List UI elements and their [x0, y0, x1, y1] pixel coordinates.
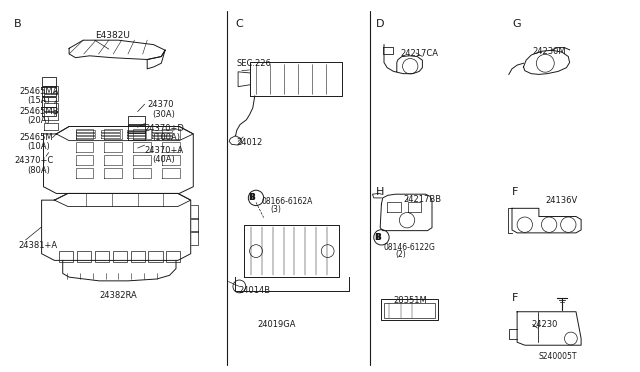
- Bar: [59, 251, 73, 262]
- Text: H: H: [376, 187, 385, 196]
- Bar: [381, 299, 438, 320]
- Text: B: B: [248, 193, 254, 202]
- Text: (40A): (40A): [152, 155, 175, 164]
- Text: (2): (2): [396, 250, 406, 259]
- Text: (20A): (20A): [27, 116, 50, 125]
- Text: 24019GA: 24019GA: [257, 320, 296, 329]
- Text: G: G: [512, 19, 520, 29]
- Text: 08166-6162A: 08166-6162A: [261, 197, 312, 206]
- Text: 24136V: 24136V: [545, 196, 577, 205]
- Text: 24014B: 24014B: [238, 286, 270, 295]
- Text: D: D: [376, 19, 385, 29]
- Text: 24012: 24012: [236, 138, 262, 147]
- Text: C: C: [236, 19, 243, 29]
- Text: 24217BB: 24217BB: [404, 195, 442, 204]
- Text: B: B: [14, 19, 22, 29]
- Text: F: F: [512, 293, 518, 302]
- Text: (10A): (10A): [27, 142, 50, 151]
- Text: (100A): (100A): [152, 133, 180, 142]
- Text: E4382U: E4382U: [95, 31, 129, 40]
- Text: F: F: [512, 187, 518, 196]
- Text: 24370+A: 24370+A: [145, 146, 184, 155]
- Text: 25465MB: 25465MB: [19, 107, 59, 116]
- Text: 24370+D: 24370+D: [145, 124, 184, 133]
- Text: 24381+A: 24381+A: [18, 241, 57, 250]
- Bar: [95, 251, 109, 262]
- Bar: [77, 251, 91, 262]
- Text: (80A): (80A): [27, 166, 50, 174]
- Text: 24230M: 24230M: [532, 47, 566, 56]
- Bar: [166, 251, 180, 262]
- Text: 08146-6122G: 08146-6122G: [384, 243, 436, 252]
- Text: 24382RA: 24382RA: [99, 291, 137, 300]
- Text: B: B: [250, 193, 255, 202]
- Text: 24230: 24230: [531, 320, 557, 329]
- Text: 25465MA: 25465MA: [19, 87, 59, 96]
- Bar: [113, 251, 127, 262]
- Text: (30A): (30A): [152, 110, 175, 119]
- Text: (15A): (15A): [27, 96, 50, 105]
- Text: B: B: [374, 233, 380, 242]
- Bar: [131, 251, 145, 262]
- Text: (3): (3): [270, 205, 281, 214]
- Text: SEC.226: SEC.226: [237, 59, 271, 68]
- Text: 24370: 24370: [147, 100, 173, 109]
- Text: B: B: [375, 233, 381, 242]
- Text: 24370+C: 24370+C: [14, 156, 53, 165]
- Text: S240005T: S240005T: [539, 352, 577, 361]
- Bar: [384, 303, 435, 318]
- Text: 28351M: 28351M: [393, 296, 427, 305]
- Text: 24217CA: 24217CA: [401, 49, 438, 58]
- Text: 25465M: 25465M: [19, 133, 53, 142]
- Bar: [148, 251, 163, 262]
